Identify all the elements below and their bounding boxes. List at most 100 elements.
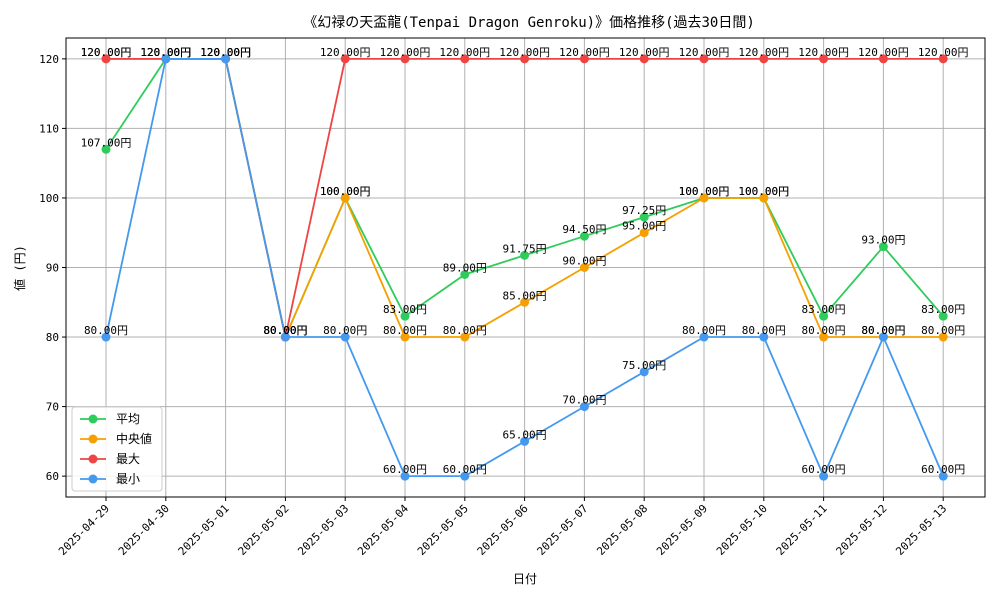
- legend-swatch-marker: [88, 454, 98, 464]
- series-最小-point: [938, 471, 948, 481]
- x-tick-label: 2025-05-12: [833, 502, 889, 558]
- legend-box: [71, 406, 163, 492]
- y-tick-label: 60: [46, 470, 59, 483]
- series-最大-point: [819, 54, 829, 64]
- y-tick-label: 80: [46, 331, 59, 344]
- series-平均-value-label: 83.00円: [921, 303, 965, 316]
- legend-entry: 中央値: [116, 431, 152, 446]
- series-最小-point: [280, 332, 290, 342]
- series-中央値-value-label: 85.00円: [503, 289, 547, 302]
- series-中央値-point: [460, 332, 470, 342]
- series-最大-value-label: 120.00円: [798, 46, 849, 59]
- x-tick-label: 2025-04-30: [116, 502, 172, 558]
- series-最小-value-label: 80.00円: [323, 324, 367, 337]
- series-中央値-value-label: 120.00円: [140, 46, 191, 59]
- series-最大-point: [759, 54, 769, 64]
- series-最大-value-label: 120.00円: [380, 46, 431, 59]
- legend-entry: 最大: [116, 452, 140, 466]
- series-平均-value-label: 80.00円: [263, 324, 307, 337]
- series-最大-value-label: 120.00円: [738, 46, 789, 59]
- series-平均-value-label: 100.00円: [738, 185, 789, 198]
- legend-entry: 最小: [116, 472, 140, 486]
- series-最小-value-label: 120.00円: [140, 46, 191, 59]
- series-最大-value-label: 120.00円: [200, 46, 251, 59]
- series-最小-value-label: 60.00円: [921, 463, 965, 476]
- series-中央値-value-label: 95.00円: [622, 220, 666, 233]
- series-最大-point: [878, 54, 888, 64]
- series-最小-point: [340, 332, 350, 342]
- y-tick-label: 120: [39, 53, 59, 66]
- series-最大-point: [400, 54, 410, 64]
- series-最小-point: [460, 471, 470, 481]
- series-平均-value-label: 100.00円: [679, 185, 730, 198]
- x-tick-label: 2025-05-04: [355, 502, 411, 558]
- series-最小-point: [400, 471, 410, 481]
- series-平均-point: [639, 212, 649, 222]
- series-最大-point: [699, 54, 709, 64]
- series-中央値-value-label: 100.00円: [679, 185, 730, 198]
- x-tick-label: 2025-05-02: [235, 502, 291, 558]
- series-最大-point: [101, 54, 111, 64]
- legend-swatch-marker: [88, 414, 98, 424]
- series-中央値-value-label: 80.00円: [861, 324, 905, 337]
- series-平均-point: [520, 250, 530, 260]
- series-中央値-value-label: 80.00円: [383, 324, 427, 337]
- series-最小-value-label: 80.00円: [742, 324, 786, 337]
- series-中央値-point: [699, 193, 709, 203]
- series-平均-point: [400, 311, 410, 321]
- series-平均-point: [878, 242, 888, 252]
- series-最小-point: [639, 367, 649, 377]
- series-最小-value-label: 75.00円: [622, 359, 666, 372]
- legend-entry: 平均: [116, 412, 140, 426]
- series-最小-point: [579, 402, 589, 412]
- series-平均-value-label: 120.00円: [140, 46, 191, 59]
- series-最小-point: [878, 332, 888, 342]
- series-最小-point: [221, 54, 231, 64]
- chart-title: 《幻禄の天盃龍(Tenpai Dragon Genroku)》価格推移(過去30…: [303, 14, 755, 31]
- series-最小-point: [759, 332, 769, 342]
- series-平均-point: [938, 311, 948, 321]
- series-最小-value-label: 80.00円: [682, 324, 726, 337]
- x-tick-label: 2025-05-06: [475, 502, 531, 558]
- series-中央値-value-label: 80.00円: [921, 324, 965, 337]
- series-最小-value-label: 120.00円: [200, 46, 251, 59]
- series-中央値-point: [579, 263, 589, 272]
- x-tick-label: 2025-05-08: [594, 502, 650, 558]
- series-中央値-point: [819, 332, 829, 342]
- series-最小-value-label: 80.00円: [84, 324, 128, 337]
- series-中央値-point: [759, 193, 769, 203]
- series-最小-point: [699, 332, 709, 342]
- series-最小-value-label: 80.00円: [861, 324, 905, 337]
- series-中央値-point: [520, 297, 530, 307]
- y-tick-label: 70: [46, 401, 59, 414]
- series-最大-value-label: 120.00円: [499, 46, 550, 59]
- series-平均-value-label: 93.00円: [861, 234, 905, 247]
- series-平均-point: [101, 144, 111, 154]
- series-最小-value-label: 80.00円: [263, 324, 307, 337]
- legend-swatch-marker: [88, 434, 98, 444]
- series-最小-point: [520, 436, 530, 446]
- series-中央値-value-label: 120.00円: [200, 46, 251, 59]
- series-平均-value-label: 100.00円: [320, 185, 371, 198]
- series-中央値-value-label: 80.00円: [802, 324, 846, 337]
- series-最小-point: [819, 471, 829, 481]
- series-最小-value-label: 70.00円: [562, 394, 606, 407]
- x-tick-label: 2025-05-13: [893, 502, 949, 558]
- series-中央値-value-label: 80.00円: [263, 324, 307, 337]
- x-tick-label: 2025-05-01: [176, 502, 232, 558]
- series-最小-value-label: 60.00円: [802, 463, 846, 476]
- series-最小-value-label: 60.00円: [443, 463, 487, 476]
- legend-swatch-marker: [88, 474, 98, 484]
- x-tick-label: 2025-05-05: [415, 502, 471, 558]
- series-中央値-value-label: 80.00円: [443, 324, 487, 337]
- series-最小-point: [161, 54, 171, 64]
- series-最大-point: [520, 54, 530, 64]
- x-axis-label: 日付: [513, 572, 537, 586]
- x-tick-label: 2025-05-11: [774, 502, 830, 558]
- series-中央値-value-label: 100.00円: [320, 185, 371, 198]
- series-最大-value-label: 120.00円: [918, 46, 969, 59]
- x-tick-label: 2025-05-09: [654, 502, 710, 558]
- series-平均-value-label: 83.00円: [802, 303, 846, 316]
- series-最大-point: [579, 54, 589, 64]
- series-中央値-point: [639, 228, 649, 238]
